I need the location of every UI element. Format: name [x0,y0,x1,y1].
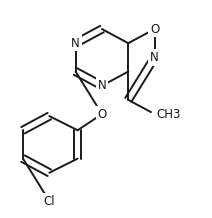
Text: O: O [97,107,107,121]
Text: CH3: CH3 [157,107,181,121]
Text: O: O [150,22,159,36]
Text: N: N [98,79,106,92]
Text: Cl: Cl [43,195,55,208]
Text: N: N [71,37,80,50]
Text: N: N [150,51,159,64]
